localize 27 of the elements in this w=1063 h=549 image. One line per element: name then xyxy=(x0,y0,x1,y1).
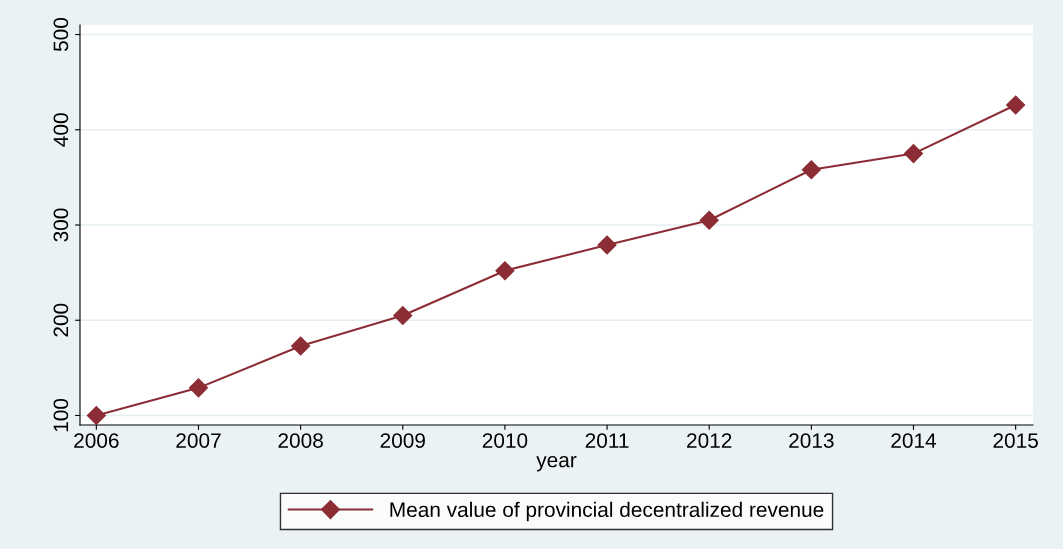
y-tick-label: 300 xyxy=(53,208,69,242)
point xyxy=(188,378,209,398)
x-tick-label: 2013 xyxy=(789,433,834,448)
x-tick-label: 2008 xyxy=(278,433,323,448)
x-tick-label: 2011 xyxy=(585,433,629,448)
point xyxy=(86,405,106,425)
point xyxy=(495,261,515,281)
y-tick-label: 500 xyxy=(53,17,69,52)
x-tick-label: 2006 xyxy=(74,433,119,448)
x-tick-label: 2014 xyxy=(891,433,937,448)
point xyxy=(699,210,719,230)
x-tick-label: 2015 xyxy=(993,433,1038,448)
legend-label: Mean value of provincial decentralized revenue xyxy=(390,501,824,522)
point xyxy=(393,305,413,326)
point xyxy=(291,336,311,356)
point xyxy=(597,235,617,255)
x-tick-label: 2010 xyxy=(482,433,528,448)
x-tick-label: 2009 xyxy=(380,433,425,448)
x-axis-title: year xyxy=(536,455,577,472)
point xyxy=(903,144,924,164)
x-tick-label: 2012 xyxy=(687,433,732,448)
point xyxy=(801,160,821,180)
x-tick-label: 2007 xyxy=(176,433,221,448)
y-tick-label: 200 xyxy=(53,303,69,337)
y-tick-label: 400 xyxy=(53,113,69,147)
point xyxy=(1006,95,1026,115)
y-tick-label: 100 xyxy=(53,398,69,432)
